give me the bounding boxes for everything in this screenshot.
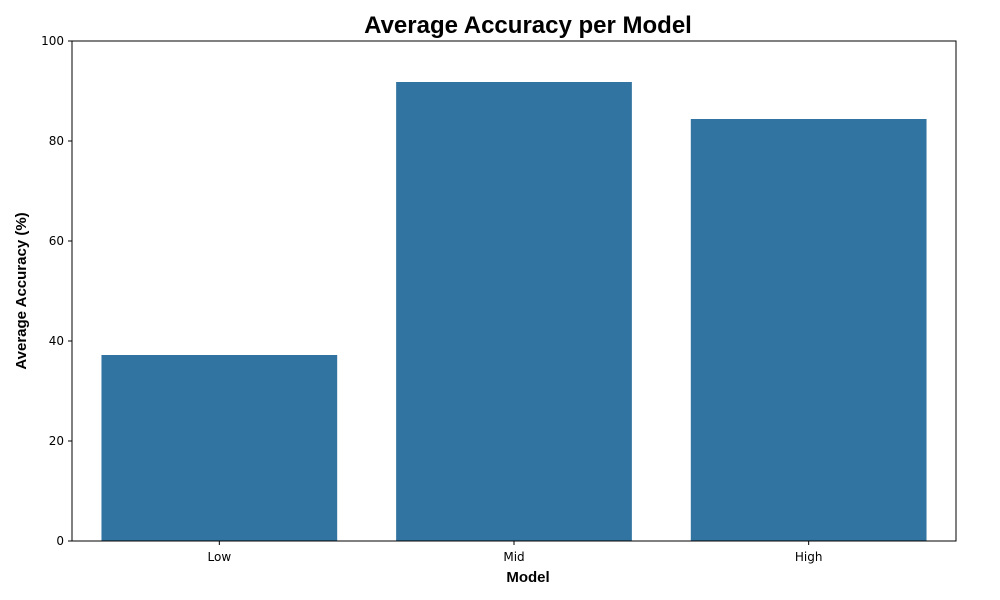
y-tick-label: 60 <box>49 234 64 248</box>
x-tick-label-high: High <box>795 550 823 564</box>
y-tick-label: 20 <box>49 434 64 448</box>
x-tick-label-low: Low <box>208 550 232 564</box>
x-tick-label-mid: Mid <box>503 550 524 564</box>
y-tick-label: 0 <box>56 534 64 548</box>
x-axis: Low Mid High <box>208 541 823 564</box>
y-axis: 0 20 40 60 80 100 <box>41 34 72 548</box>
x-axis-label: Model <box>506 569 549 586</box>
y-tick-label: 40 <box>49 334 64 348</box>
bar-high <box>690 119 927 541</box>
y-tick-label: 100 <box>41 34 64 48</box>
y-axis-label: Average Accuracy (%) <box>13 212 30 369</box>
chart-title: Average Accuracy per Model <box>364 12 692 39</box>
bar-low <box>101 355 338 541</box>
bar-mid <box>396 82 632 541</box>
bars-layer <box>101 82 927 541</box>
y-tick-label: 80 <box>49 134 64 148</box>
